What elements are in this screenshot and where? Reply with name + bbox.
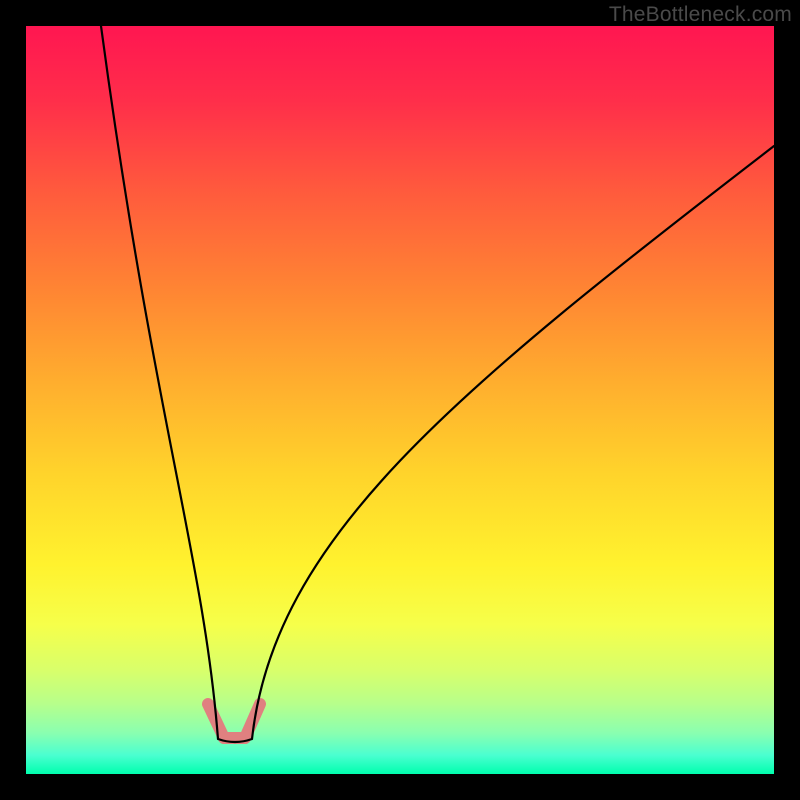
- outer-frame: TheBottleneck.com: [0, 0, 800, 800]
- curve-layer: [26, 26, 774, 774]
- watermark-text: TheBottleneck.com: [609, 3, 792, 27]
- bottleneck-curve: [101, 26, 774, 742]
- plot-area: [26, 26, 774, 774]
